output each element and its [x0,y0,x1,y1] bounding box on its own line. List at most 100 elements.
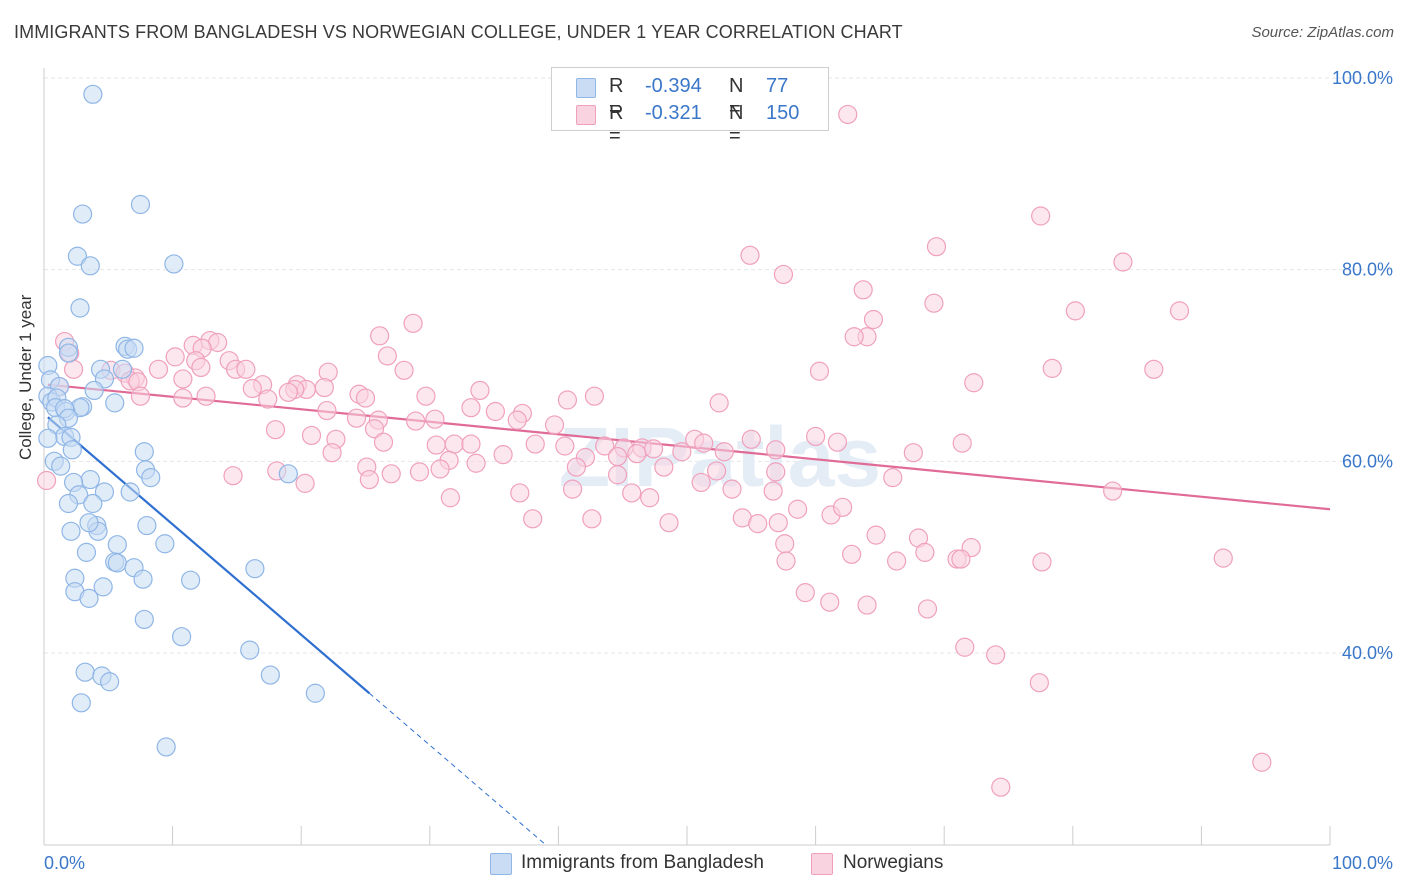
data-point [694,433,714,453]
data-point [555,436,575,456]
source-label: Source: ZipAtlas.com [1251,24,1394,41]
data-point [915,542,935,562]
data-point [406,411,426,431]
data-point [355,388,376,408]
legend-n-label: N = [729,102,744,147]
y-axis-label: College, Under 1 year [16,294,35,460]
data-point [562,479,583,499]
data-point [607,446,628,467]
data-point [827,432,848,452]
data-point [510,483,530,503]
data-point [426,435,446,455]
data-point [105,393,125,413]
data-point [659,513,679,533]
bottom-legend-swatch-blue [490,853,512,875]
data-point [1169,301,1190,321]
data-point [544,415,565,435]
bottom-legend-bangladesh: Immigrants from Bangladesh [521,852,764,873]
data-point [58,343,79,363]
data-point [79,513,99,533]
data-point [346,408,367,428]
data-point [83,493,103,514]
data-point [173,388,193,408]
data-point [485,401,505,422]
data-point [466,453,486,473]
data-point [223,466,243,486]
data-point [706,461,727,481]
data-point [76,542,97,562]
data-point [640,488,660,508]
data-point [301,425,322,446]
data-point [766,462,786,482]
data-point [134,609,154,630]
data-point [951,549,971,569]
data-point [36,470,57,491]
data-point [833,497,853,517]
data-point [748,514,768,534]
data-point [1252,752,1272,772]
data-point [94,482,115,502]
data-point [444,434,464,454]
data-point [787,499,808,519]
data-point [236,359,256,379]
data-point [63,359,84,379]
data-point [80,256,100,276]
data-point [643,439,664,459]
data-point [857,595,877,615]
legend-r-label: R = [609,102,624,147]
data-point [493,445,513,465]
data-point [133,569,153,589]
data-point [654,457,674,477]
data-point [741,429,761,449]
data-point [773,264,794,285]
data-point [714,442,734,462]
data-point [775,534,795,554]
data-point [67,246,88,266]
data-point [566,457,587,477]
data-point [430,459,450,479]
data-point [986,645,1006,665]
y-tick-label: 100.0% [1332,68,1393,88]
data-point [260,665,280,685]
legend-n-label: N = [729,75,744,120]
data-point [322,443,342,463]
data-point [191,357,211,378]
y-tick-label: 60.0% [1342,451,1393,471]
data-point [1213,548,1233,568]
data-point [1042,358,1062,378]
data-point [141,468,161,488]
data-point [582,509,602,529]
data-point [155,534,175,554]
legend-n-value: 77 [766,75,789,97]
trend-line-extension [369,692,546,846]
data-point [691,472,711,493]
data-point [1032,552,1052,572]
data-point [440,488,460,508]
data-point [172,627,192,647]
data-point [134,442,154,462]
data-point [373,432,394,452]
data-point [425,409,445,429]
data-point [952,433,972,453]
data-point [809,361,830,381]
data-point [461,398,481,418]
data-point [295,473,315,493]
data-point [377,346,397,366]
data-point [795,583,815,603]
data-point [842,544,862,564]
data-point [768,513,788,533]
data-point [917,599,938,619]
data-point [130,386,151,406]
data-point [58,493,79,514]
data-point [38,428,58,448]
data-point [1144,359,1164,379]
data-point [364,419,385,439]
y-tick-label: 80.0% [1342,260,1393,280]
series-norwegians [36,104,1272,797]
data-point [709,393,729,413]
x-tick-label: 100.0% [1332,853,1393,873]
legend-r-value: -0.394 [645,75,702,97]
data-point [75,662,95,682]
data-point [863,309,884,330]
data-point [887,551,907,571]
